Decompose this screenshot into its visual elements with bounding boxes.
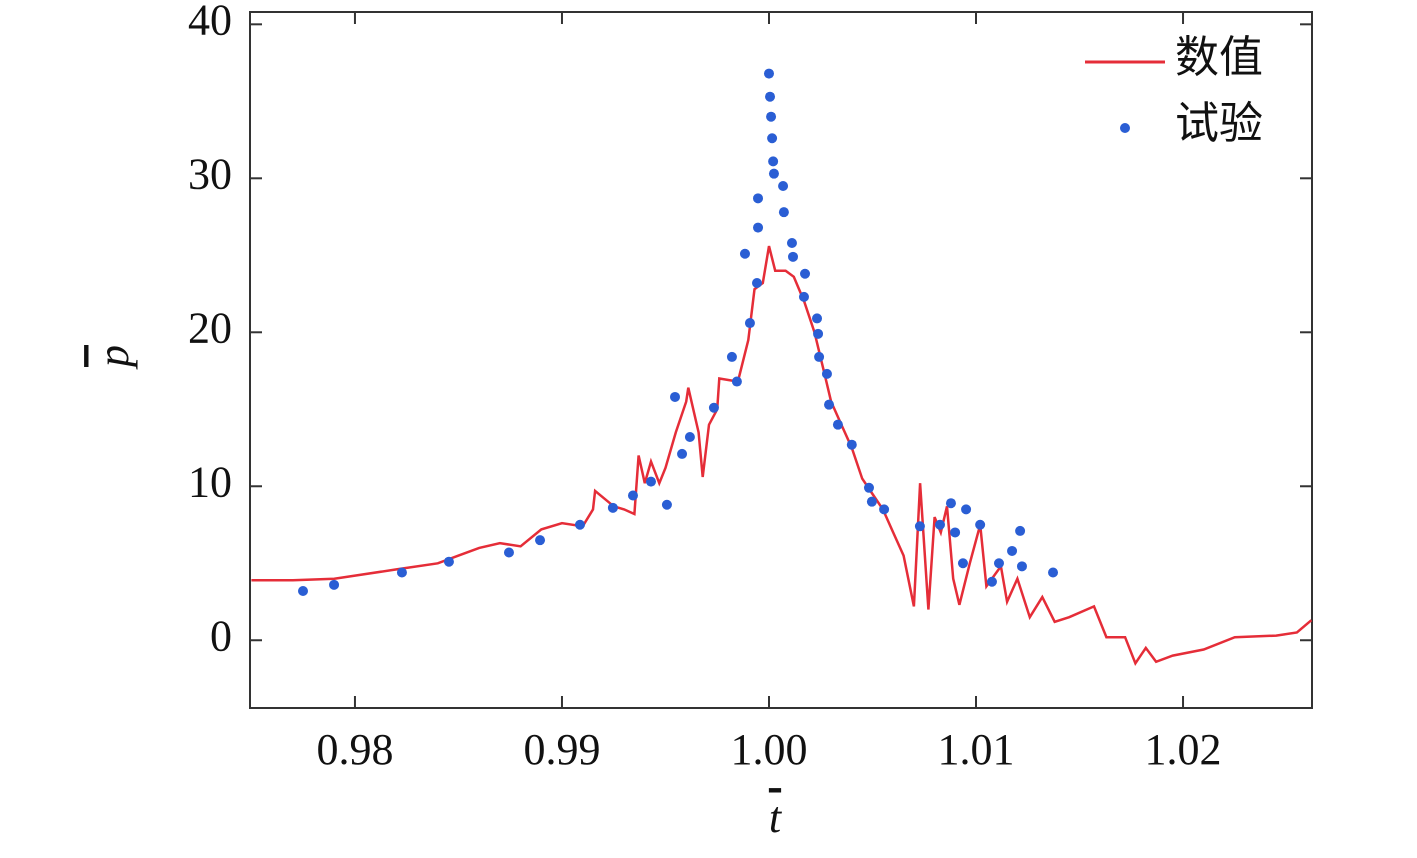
data-line <box>251 245 1313 666</box>
x-tick-label: 1.02 <box>1145 725 1222 774</box>
data-point <box>914 521 925 532</box>
data-point <box>813 328 824 339</box>
data-point <box>768 156 779 167</box>
x-tick-label: 1.01 <box>938 725 1015 774</box>
data-point <box>753 193 764 204</box>
data-point <box>778 207 789 218</box>
data-point <box>744 318 755 329</box>
data-point <box>574 519 585 530</box>
data-point <box>1007 545 1018 556</box>
data-point <box>934 519 945 530</box>
y-tick-label: 30 <box>188 149 232 198</box>
data-point <box>778 181 789 191</box>
legend-swatch <box>1120 123 1130 133</box>
x-tick-label: 0.98 <box>316 725 393 774</box>
data-point <box>731 376 742 387</box>
data-point <box>767 133 778 144</box>
y-tick-label: 40 <box>188 0 232 44</box>
data-point <box>1015 525 1026 536</box>
data-point <box>993 558 1004 569</box>
data-point <box>766 111 777 122</box>
data-point <box>670 391 681 402</box>
data-point <box>535 535 546 546</box>
legend-label: 数值 <box>1175 33 1263 82</box>
data-point <box>986 576 997 587</box>
data-point <box>329 579 340 590</box>
data-point <box>832 419 843 430</box>
data-point <box>866 496 877 507</box>
data-point <box>812 313 823 324</box>
data-point <box>765 91 776 102</box>
data-point <box>753 222 764 233</box>
legend-label: 试验 <box>1175 99 1263 148</box>
data-point <box>863 482 874 493</box>
data-point <box>677 448 688 459</box>
data-point <box>503 547 514 558</box>
data-point <box>824 399 835 410</box>
y-tick-label: 20 <box>188 303 232 352</box>
data-point <box>661 499 672 510</box>
data-point <box>821 368 832 379</box>
data-point <box>798 291 809 302</box>
data-point <box>607 502 618 513</box>
data-point <box>763 68 774 79</box>
data-point <box>1048 567 1059 578</box>
data-point <box>846 439 857 450</box>
x-tick-label: 0.99 <box>523 725 600 774</box>
data-point <box>768 168 779 179</box>
data-point <box>645 476 656 487</box>
data-point <box>684 431 695 442</box>
x-axis-title: t <box>769 793 783 842</box>
data-point <box>739 248 750 259</box>
x-tick-label: 1.00 <box>730 725 807 774</box>
data-point <box>879 504 890 515</box>
data-point <box>751 278 762 289</box>
data-point <box>708 402 719 413</box>
data-point <box>1016 561 1027 572</box>
data-point <box>396 567 407 578</box>
data-point <box>800 268 811 279</box>
data-point <box>950 527 961 538</box>
data-point <box>788 251 799 262</box>
data-point <box>975 519 986 530</box>
y-tick-label: 0 <box>210 611 232 660</box>
data-point <box>957 558 968 569</box>
data-point <box>627 490 638 501</box>
data-point <box>726 351 737 362</box>
data-point <box>945 498 956 509</box>
y-axis-title: p <box>89 345 138 370</box>
y-tick-label: 10 <box>188 457 232 506</box>
data-point <box>786 237 797 248</box>
data-point <box>297 585 308 596</box>
data-point <box>961 504 972 515</box>
data-point <box>443 556 454 567</box>
plot-frame <box>249 11 1313 709</box>
data-point <box>814 351 825 362</box>
